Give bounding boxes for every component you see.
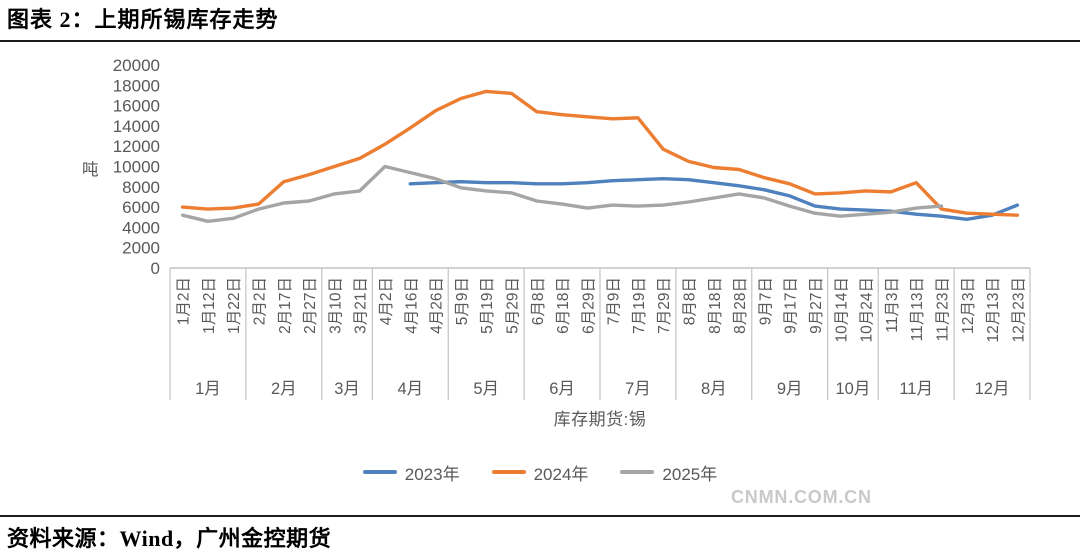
legend-item: 2023年 xyxy=(362,460,460,485)
x-tick-label: 2月27日 xyxy=(302,277,319,334)
x-tick-label: 12月3日 xyxy=(960,277,977,334)
x-tick-label: 9月17日 xyxy=(783,277,800,334)
x-tick-label: 5月19日 xyxy=(479,277,496,334)
source-note: 资料来源：Wind，广州金控期货 xyxy=(7,526,332,551)
month-label: 1月 xyxy=(195,380,221,398)
y-axis-unit-label: 吨 xyxy=(82,161,99,179)
x-tick-label: 1月12日 xyxy=(201,277,218,334)
legend-swatch xyxy=(491,469,526,475)
y-tick-label: 0 xyxy=(151,259,160,278)
y-tick-label: 12000 xyxy=(113,137,160,156)
month-label: 4月 xyxy=(397,380,423,398)
y-tick-label: 2000 xyxy=(122,239,160,258)
y-tick-label: 18000 xyxy=(113,76,160,95)
legend-item: 2024年 xyxy=(491,460,589,485)
x-tick-label: 9月27日 xyxy=(808,277,825,334)
month-label: 6月 xyxy=(549,380,575,398)
top-divider xyxy=(0,40,1080,42)
month-label: 2月 xyxy=(271,380,297,398)
chart-legend: 2023年 2024年 2025年 xyxy=(0,460,1080,485)
x-tick-label: 3月10日 xyxy=(327,277,344,334)
watermark: CNMN.COM.CN xyxy=(731,487,872,507)
x-tick-label: 11月3日 xyxy=(884,277,901,333)
x-tick-label: 9月7日 xyxy=(757,277,774,325)
legend-swatch xyxy=(362,469,397,475)
bottom-divider xyxy=(0,515,1080,517)
x-axis-title: 库存期货:锡 xyxy=(553,410,647,429)
month-label: 11月 xyxy=(899,380,933,398)
y-tick-label: 14000 xyxy=(113,117,160,136)
x-tick-label: 12月13日 xyxy=(985,277,1002,342)
x-tick-label: 11月23日 xyxy=(934,277,951,341)
legend-swatch xyxy=(620,469,655,475)
series-line-2025年 xyxy=(180,164,944,224)
legend-item: 2025年 xyxy=(620,460,717,485)
x-tick-label: 5月29日 xyxy=(504,277,521,334)
x-tick-label: 1月2日 xyxy=(176,277,193,325)
month-label: 5月 xyxy=(473,380,499,398)
x-tick-label: 7月29日 xyxy=(656,277,673,334)
x-tick-label: 11月13日 xyxy=(909,277,926,341)
x-tick-label: 6月29日 xyxy=(580,277,597,334)
x-tick-label: 2月17日 xyxy=(277,277,294,334)
x-tick-label: 8月28日 xyxy=(732,277,749,334)
x-tick-label: 4月26日 xyxy=(429,277,446,334)
x-tick-label: 8月18日 xyxy=(707,277,724,334)
y-tick-label: 16000 xyxy=(113,97,160,116)
legend-label: 2025年 xyxy=(662,464,718,484)
y-tick-label: 8000 xyxy=(122,178,160,197)
x-tick-label: 10月14日 xyxy=(833,277,850,342)
y-tick-label: 4000 xyxy=(122,218,160,237)
x-tick-label: 10月24日 xyxy=(859,277,876,342)
x-tick-label: 6月8日 xyxy=(530,277,547,325)
x-tick-label: 2月2日 xyxy=(252,277,269,325)
chart-caption: 图表 2：上期所锡库存走势 xyxy=(7,7,279,32)
x-tick-label: 7月19日 xyxy=(631,277,648,334)
series-line-2024年 xyxy=(180,89,1020,217)
month-label: 7月 xyxy=(625,380,651,398)
x-tick-label: 4月16日 xyxy=(403,277,420,334)
y-tick-label: 10000 xyxy=(113,158,160,177)
x-tick-label: 12月23日 xyxy=(1010,277,1027,342)
x-tick-label: 8月8日 xyxy=(682,277,699,325)
legend-label: 2023年 xyxy=(404,464,460,484)
month-label: 3月 xyxy=(334,380,360,398)
x-tick-label: 4月2日 xyxy=(378,277,395,325)
x-tick-label: 1月22日 xyxy=(226,277,243,334)
y-tick-label: 20000 xyxy=(113,56,160,75)
legend-label: 2024年 xyxy=(533,464,589,484)
x-tick-label: 5月9日 xyxy=(454,277,471,325)
month-label: 10月 xyxy=(836,380,871,398)
x-tick-label: 3月21日 xyxy=(353,277,370,334)
month-label: 9月 xyxy=(777,380,803,398)
y-tick-label: 6000 xyxy=(122,198,160,217)
series-line-2023年 xyxy=(408,176,1020,222)
x-tick-label: 7月9日 xyxy=(606,277,623,325)
month-label: 8月 xyxy=(701,380,727,398)
month-label: 12月 xyxy=(975,380,1010,398)
x-tick-label: 6月18日 xyxy=(555,277,572,334)
